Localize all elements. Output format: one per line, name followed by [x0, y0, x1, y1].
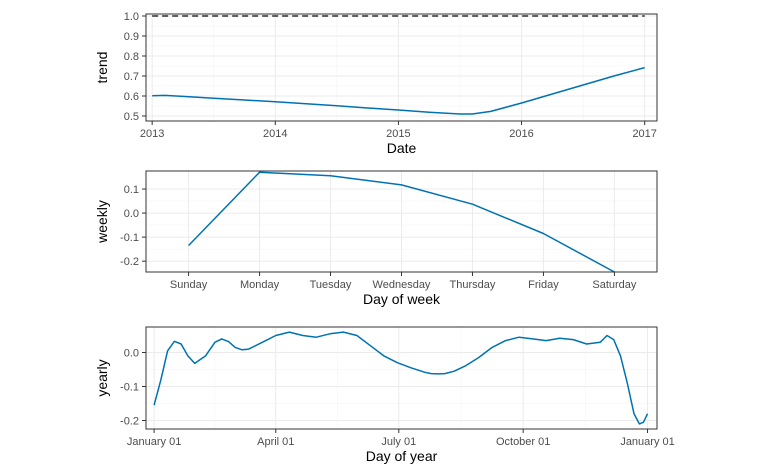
weekly-panel: -0.2 -0.1 0.0 0.1 Sunday Monday Tuesday Wednesd…	[94, 170, 658, 307]
weekly-xtick-label: Saturday	[592, 279, 637, 291]
weekly-series-line	[188, 171, 615, 273]
yearly-x-axis-title: Day of year	[366, 448, 438, 464]
yearly-ytick-label: 0.0	[124, 348, 139, 360]
yearly-panel-border	[145, 326, 658, 430]
trend-xtick-label: 2014	[263, 128, 287, 140]
trend-xtick-label: 2017	[632, 128, 656, 140]
trend-ytick-label: 0.8	[124, 51, 139, 63]
trend-ytick-label: 0.9	[124, 31, 139, 43]
yearly-xtick-label: January 01	[620, 436, 674, 448]
trend-x-axis-title: Date	[387, 140, 417, 156]
yearly-ytick-label: -0.1	[120, 382, 139, 394]
yearly-xtick-label: October 01	[496, 436, 550, 448]
trend-y-axis-title: trend	[94, 52, 110, 84]
yearly-y-axis-title: yearly	[94, 359, 110, 396]
trend-ytick-label: 0.6	[124, 91, 139, 103]
trend-xtick-label: 2015	[386, 128, 410, 140]
yearly-series-line	[153, 331, 649, 425]
yearly-ytick-label: -0.2	[120, 416, 139, 428]
weekly-xtick-label: Thursday	[450, 279, 496, 291]
weekly-panel-border	[145, 170, 658, 273]
yearly-xtick-label: January 01	[127, 436, 181, 448]
trend-xtick-label: 2016	[509, 128, 533, 140]
trend-ytick-label: 1.0	[124, 11, 139, 23]
trend-panel: 0.5 0.6 0.7 0.8 0.9 1.0 2013 2014 2015 2016 2017 Da…	[94, 11, 658, 156]
weekly-ytick-label: 0.0	[124, 208, 139, 220]
trend-ytick-label: 0.5	[124, 111, 139, 123]
weekly-ytick-label: -0.1	[120, 232, 139, 244]
weekly-xtick-label: Sunday	[170, 279, 208, 291]
trend-xtick-label: 2013	[140, 128, 164, 140]
trend-ytick-label: 0.7	[124, 71, 139, 83]
weekly-xtick-label: Wednesday	[373, 279, 431, 291]
yearly-xtick-label: April 01	[257, 436, 294, 448]
weekly-xtick-label: Monday	[240, 279, 280, 291]
weekly-y-axis-title: weekly	[94, 200, 110, 244]
weekly-ytick-label: -0.2	[120, 256, 139, 268]
weekly-ytick-label: 0.1	[124, 184, 139, 196]
trend-panel-border	[145, 13, 658, 122]
weekly-xtick-label: Tuesday	[310, 279, 352, 291]
weekly-xtick-label: Friday	[528, 279, 559, 291]
yearly-panel: -0.2 -0.1 0.0 January 01 April 01 July 01 Octo…	[94, 326, 675, 464]
trend-series-line	[152, 66, 645, 115]
weekly-x-axis-title: Day of week	[363, 291, 441, 307]
yearly-xtick-label: July 01	[381, 436, 416, 448]
